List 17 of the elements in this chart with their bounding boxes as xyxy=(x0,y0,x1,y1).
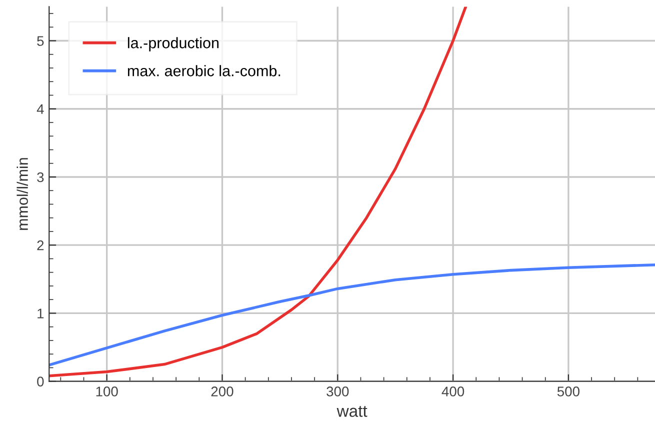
line-series xyxy=(49,6,468,378)
y-tick-label: 2 xyxy=(37,240,44,250)
line-series xyxy=(49,263,655,366)
y-tick-label: 3 xyxy=(37,172,44,182)
x-tick-label: 300 xyxy=(326,386,349,396)
x-tick-label: 500 xyxy=(557,386,580,396)
y-tick-label: 0 xyxy=(37,376,44,386)
legend-label: max. aerobic la.-comb. xyxy=(128,65,280,76)
x-tick-label: 400 xyxy=(442,386,464,396)
x-axis-title: watt xyxy=(336,406,368,417)
y-tick-label: 5 xyxy=(37,36,44,46)
x-tick-label: 100 xyxy=(96,386,118,396)
y-axis-title: mmol/l/min xyxy=(16,158,28,230)
y-tick-label: 4 xyxy=(36,104,44,114)
legend-label: la.-production xyxy=(128,37,219,52)
x-tick-label: 200 xyxy=(211,386,234,396)
y-tick-label: 1 xyxy=(38,308,44,318)
